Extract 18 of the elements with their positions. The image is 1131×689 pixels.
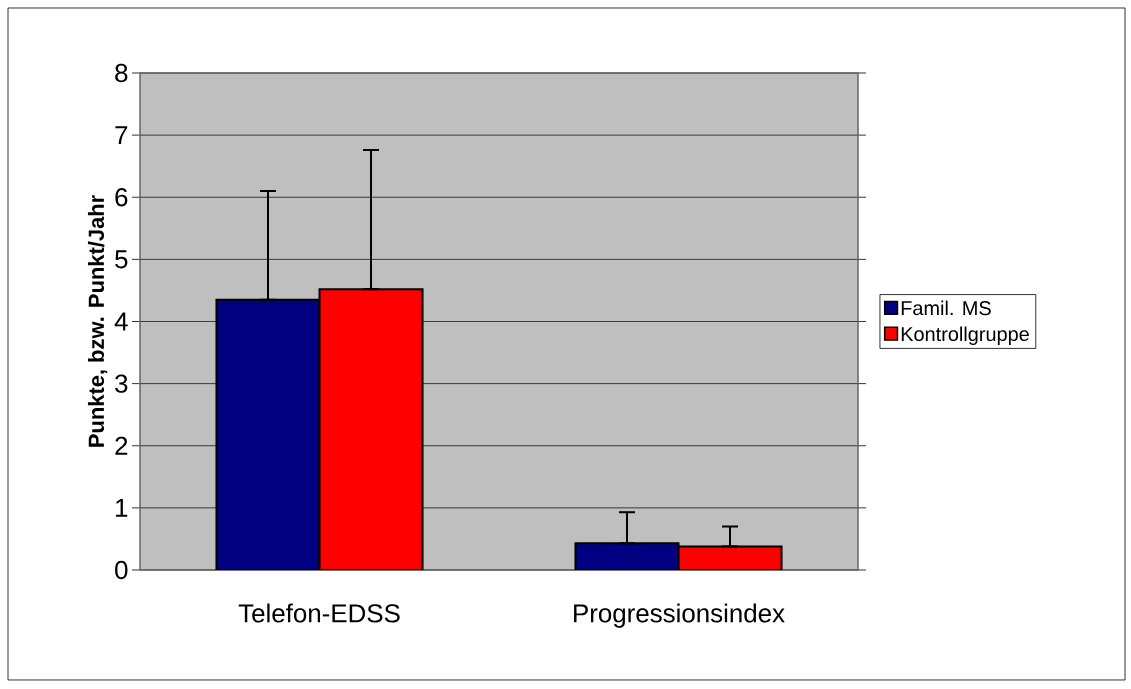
bar: [677, 545, 783, 570]
y-tick-label: 8: [115, 63, 128, 83]
x-tick-label: Progressionsindex: [574, 603, 785, 628]
bar: [215, 298, 321, 570]
y-tick-label: 4: [114, 312, 128, 331]
legend-label: Kontrollgruppe: [901, 326, 1029, 346]
y-tick-label: 2: [115, 436, 128, 455]
bar: [574, 542, 680, 570]
y-tick-label: 7: [115, 126, 128, 145]
y-tick-label: 6: [115, 188, 128, 207]
x-tick-label: Telefon-EDSS: [238, 603, 400, 623]
y-axis-title: Punkte, bzw. Punkt/Jahr: [87, 195, 108, 447]
y-tick-label: 3: [115, 374, 128, 393]
y-tick-label: 0: [115, 560, 128, 580]
y-tick-label: 1: [116, 498, 128, 517]
bar: [318, 288, 424, 570]
y-tick-label: 5: [115, 250, 128, 269]
legend-label: Famil. MS: [901, 300, 991, 316]
